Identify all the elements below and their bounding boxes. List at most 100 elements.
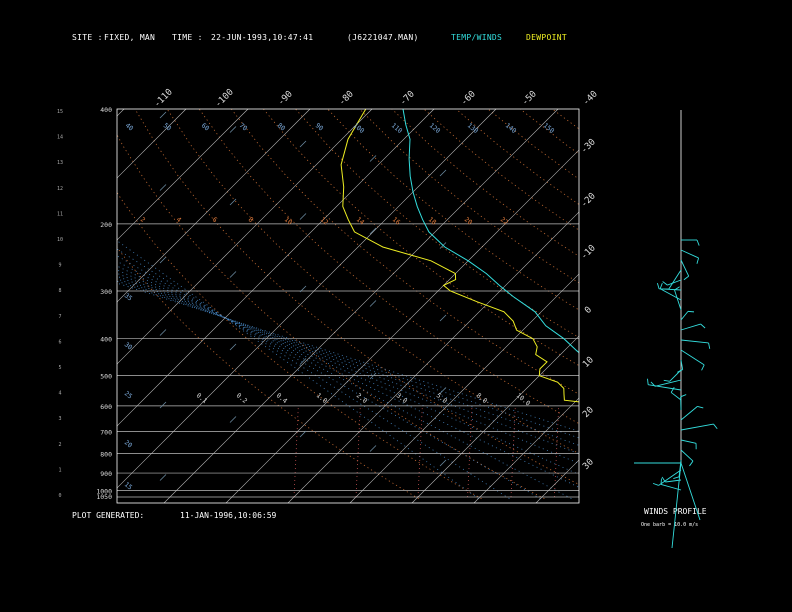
wind-barb-flag <box>659 282 663 289</box>
isobar-label: 500 <box>100 373 112 381</box>
wind-stub <box>369 227 377 235</box>
mixing-ratio-line <box>554 405 560 498</box>
wind-stub <box>159 474 167 481</box>
dry-adiabat <box>649 109 792 499</box>
isobar-label: 300 <box>100 288 112 296</box>
dry-label: 14 <box>355 215 366 226</box>
isotherm <box>117 109 435 427</box>
moist-label: 15 <box>123 480 134 491</box>
isotherm-right-label: 10 <box>581 355 596 370</box>
isotherms-layer <box>117 109 579 503</box>
mixing-label: 10.0 <box>515 391 532 407</box>
height-tick-label: 2 <box>58 442 61 448</box>
isotherm <box>117 109 249 241</box>
wind-stub <box>299 140 307 148</box>
mixing-label: 3.0 <box>395 391 409 405</box>
wind-barb <box>680 359 684 370</box>
file-id: (J6221047.MAN) <box>347 33 419 42</box>
wind-barb <box>654 379 682 387</box>
wind-barb <box>668 269 682 290</box>
dry-adiabat <box>117 191 482 499</box>
isotherm <box>473 397 579 503</box>
dry-label: 12 <box>319 215 330 226</box>
wind-barb-flag <box>670 387 675 393</box>
moist-label: 30 <box>123 340 134 351</box>
wind-stub <box>159 111 167 119</box>
height-tick-label: 9 <box>58 263 61 269</box>
height-tick-label: 8 <box>58 288 61 294</box>
moist-adiabat <box>117 240 479 499</box>
wind-barb <box>680 423 714 431</box>
theta-label: 110 <box>390 121 404 135</box>
mixing-label: 1.0 <box>315 391 329 405</box>
dry-adiabat <box>263 109 579 367</box>
dry-adiabat <box>551 109 579 130</box>
isotherm-top-label: -40 <box>581 89 600 108</box>
wind-barb <box>680 323 701 331</box>
wind-barb <box>680 259 690 277</box>
wind-barb-flag <box>696 257 700 264</box>
legend-temp-winds: TEMP/WINDS <box>451 33 503 42</box>
dry-adiabat <box>117 133 545 499</box>
dry-adiabat <box>166 109 579 455</box>
mixing-ratio-line <box>417 405 423 498</box>
isotherm-right-label: -10 <box>579 243 598 262</box>
wind-barb-flag <box>683 275 689 281</box>
wind-barb <box>670 392 682 401</box>
moist-adiabat <box>117 280 579 439</box>
wind-barb <box>659 288 682 301</box>
isotherm-top-label: -60 <box>459 89 478 108</box>
moist-adiabat <box>117 255 541 499</box>
wind-barb-flag <box>696 239 700 246</box>
site-label: SITE : <box>72 33 103 42</box>
left-barbs-layer <box>159 111 447 481</box>
winds-profile <box>634 110 718 549</box>
dry-adiabat <box>391 109 579 257</box>
moist-adiabat <box>117 282 579 432</box>
plot-frame <box>116 108 580 504</box>
labels-layer: 4002003004005006007008009001000105001234… <box>57 87 600 501</box>
wind-barb-flag <box>662 281 668 286</box>
theta-label: 150 <box>542 121 556 135</box>
moist-adiabat <box>117 248 510 499</box>
isotherm-top-label: -110 <box>152 87 174 109</box>
wind-barb <box>680 462 701 521</box>
wind-barb-flag <box>697 405 704 409</box>
wind-barb <box>671 462 682 549</box>
wind-barb-flag <box>673 476 680 479</box>
isobars-layer <box>117 223 579 498</box>
site-value: FIXED, MAN <box>104 33 156 42</box>
isotherm <box>117 109 373 365</box>
isobar-label: 900 <box>100 470 112 478</box>
wind-stub <box>439 314 447 322</box>
height-tick-label: 12 <box>57 186 63 192</box>
dry-adiabat <box>713 109 792 499</box>
dry-adiabat <box>745 109 792 499</box>
isotherm <box>225 149 579 503</box>
winds-profile-title: WINDS PROFILE <box>644 507 707 516</box>
dry-label: 4 <box>175 215 183 224</box>
wind-barb-flag <box>700 323 706 329</box>
isotherm <box>117 109 187 179</box>
mixing-label: 2.0 <box>355 391 369 405</box>
height-tick-label: 6 <box>58 339 61 345</box>
theta-label: 90 <box>314 121 325 132</box>
mixing-label: 0.1 <box>195 391 209 405</box>
height-tick-label: 13 <box>57 160 63 166</box>
wind-stub <box>299 358 307 365</box>
height-tick-label: 14 <box>57 135 63 141</box>
isobar-label: 400 <box>100 106 112 114</box>
isotherm-right-label: -30 <box>579 137 598 156</box>
dry-adiabat <box>616 109 792 499</box>
wind-barb <box>680 349 705 366</box>
wind-barb <box>669 369 682 382</box>
isobar-label: 800 <box>100 451 112 459</box>
series-layer <box>340 109 579 403</box>
wind-stub <box>229 416 237 423</box>
dry-adiabat <box>117 246 419 499</box>
isotherm <box>117 109 497 489</box>
wind-barb <box>680 449 694 462</box>
mixing-ratio-line <box>592 406 596 497</box>
plot-generated-label: PLOT GENERATED: <box>72 511 145 520</box>
wind-stub <box>229 198 237 206</box>
